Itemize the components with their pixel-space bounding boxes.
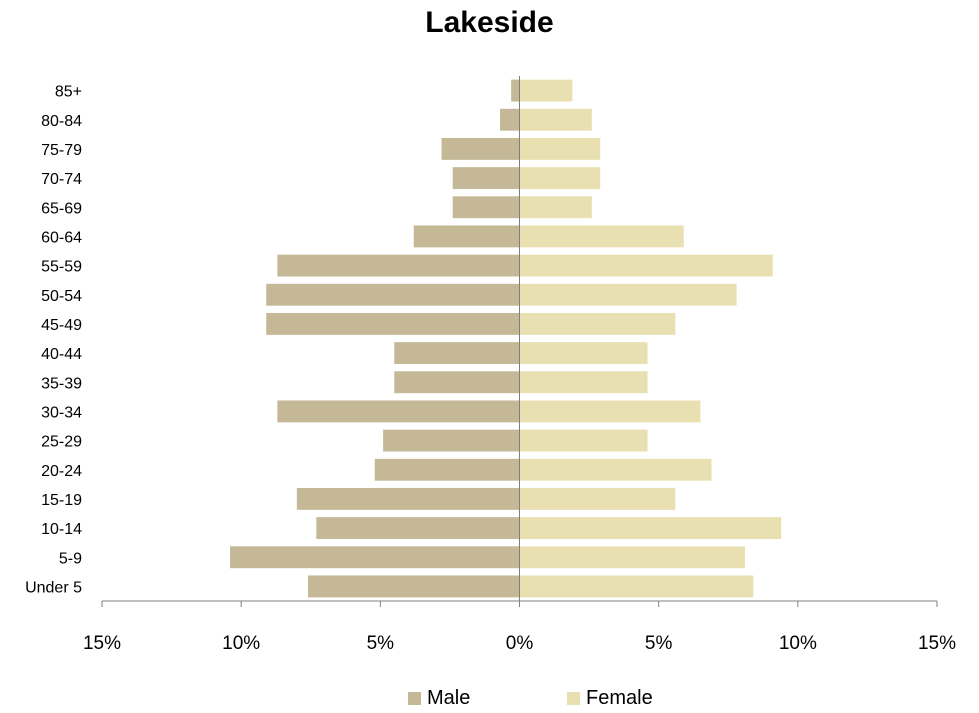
bar-female-15-19 bbox=[519, 487, 676, 510]
legend-label-female: Female bbox=[586, 687, 653, 709]
bar-male-15-19 bbox=[296, 487, 520, 510]
legend-swatch-male bbox=[408, 692, 421, 705]
bar-female-60-64 bbox=[519, 225, 684, 248]
bar-female-25-29 bbox=[519, 429, 648, 452]
x-tick-label: 15% bbox=[918, 633, 956, 654]
y-tick-label: 60-64 bbox=[41, 229, 82, 246]
bar-female-80-84 bbox=[519, 108, 592, 131]
bar-male-60-64 bbox=[413, 225, 520, 248]
bar-female-55-59 bbox=[519, 254, 773, 277]
y-tick-label: Under 5 bbox=[25, 579, 82, 596]
y-tick-label: 65-69 bbox=[41, 200, 82, 217]
x-tick-label: 10% bbox=[222, 633, 260, 654]
y-tick-label: 85+ bbox=[55, 84, 82, 101]
bar-female-65-69 bbox=[519, 196, 592, 219]
bar-female-30-34 bbox=[519, 400, 701, 423]
y-tick-label: 15-19 bbox=[41, 492, 82, 509]
bar-male-65-69 bbox=[452, 196, 520, 219]
x-tick-label: 5% bbox=[645, 633, 673, 654]
x-tick-label: 10% bbox=[779, 633, 817, 654]
bar-male-30-34 bbox=[277, 400, 520, 423]
legend-item-female: Female bbox=[567, 687, 653, 710]
chart-title: Lakeside bbox=[425, 6, 554, 39]
y-tick-label: 70-74 bbox=[41, 171, 82, 188]
y-tick-label: 30-34 bbox=[41, 404, 82, 421]
y-tick-label: 20-24 bbox=[41, 463, 82, 480]
y-tick-label: 5-9 bbox=[59, 550, 82, 567]
bar-male-under-5 bbox=[307, 575, 520, 598]
y-tick-label: 80-84 bbox=[41, 113, 82, 130]
y-tick-label: 55-59 bbox=[41, 259, 82, 276]
bar-female-85- bbox=[519, 79, 573, 102]
y-tick-label: 50-54 bbox=[41, 288, 82, 305]
legend-label-male: Male bbox=[427, 687, 471, 709]
bar-female-20-24 bbox=[519, 458, 712, 481]
bar-female-10-14 bbox=[519, 517, 782, 540]
bar-female-45-49 bbox=[519, 312, 676, 335]
x-tick-label: 0% bbox=[506, 633, 534, 654]
bar-male-25-29 bbox=[383, 429, 520, 452]
legend-item-male: Male bbox=[408, 687, 470, 710]
bar-male-55-59 bbox=[277, 254, 520, 277]
bar-male-75-79 bbox=[441, 137, 520, 160]
x-tick-label: 5% bbox=[367, 633, 395, 654]
y-tick-label: 45-49 bbox=[41, 317, 82, 334]
bar-female-70-74 bbox=[519, 167, 601, 190]
bar-male-45-49 bbox=[266, 312, 520, 335]
x-tick-label: 15% bbox=[83, 633, 121, 654]
y-tick-label: 10-14 bbox=[41, 521, 82, 538]
bar-female-under-5 bbox=[519, 575, 754, 598]
bar-male-50-54 bbox=[266, 283, 520, 306]
bar-male-70-74 bbox=[452, 167, 520, 190]
y-tick-label: 75-79 bbox=[41, 142, 82, 159]
y-tick-label: 40-44 bbox=[41, 346, 82, 363]
bar-male-10-14 bbox=[316, 517, 520, 540]
legend-swatch-female bbox=[567, 692, 580, 705]
bar-female-40-44 bbox=[519, 342, 648, 365]
bar-male-40-44 bbox=[394, 342, 520, 365]
bar-male-85- bbox=[511, 79, 520, 102]
y-tick-label: 25-29 bbox=[41, 434, 82, 451]
bar-female-50-54 bbox=[519, 283, 737, 306]
bar-female-5-9 bbox=[519, 546, 745, 569]
bar-male-35-39 bbox=[394, 371, 520, 394]
bar-female-35-39 bbox=[519, 371, 648, 394]
bar-male-20-24 bbox=[374, 458, 520, 481]
bar-male-80-84 bbox=[500, 108, 520, 131]
bar-male-5-9 bbox=[230, 546, 520, 569]
y-tick-label: 35-39 bbox=[41, 375, 82, 392]
bar-female-75-79 bbox=[519, 137, 601, 160]
